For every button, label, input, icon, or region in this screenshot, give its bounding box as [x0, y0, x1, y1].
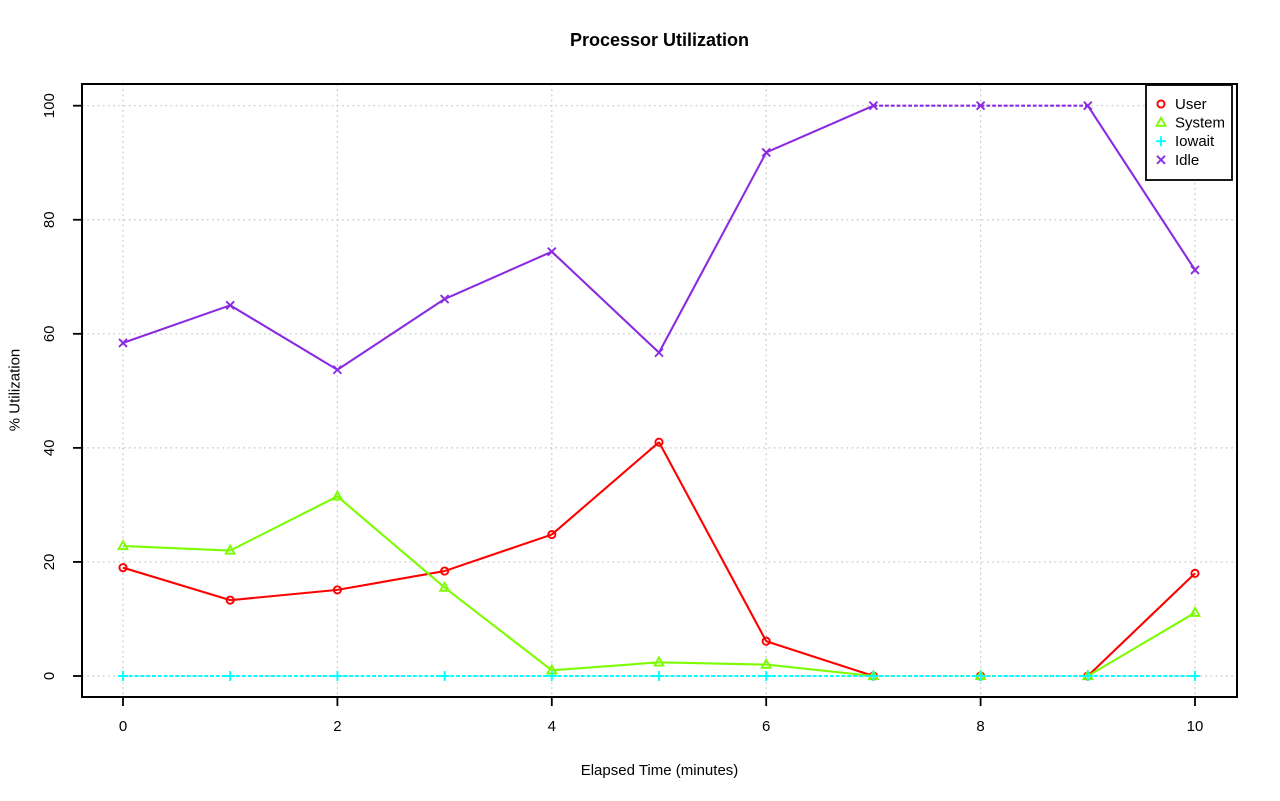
- y-tick-label: 80: [41, 211, 58, 228]
- legend-label-user: User: [1175, 96, 1207, 113]
- y-tick-label: 60: [41, 325, 58, 342]
- x-tick-label: 0: [119, 718, 127, 735]
- axis-ticks: [73, 104, 1196, 706]
- x-tick-label: 10: [1187, 718, 1204, 735]
- series-iowait: [118, 671, 1200, 681]
- x-tick-label: 4: [548, 718, 556, 735]
- plot-border: [81, 83, 1238, 698]
- x-tick-label: 8: [976, 718, 984, 735]
- y-tick-label: 40: [41, 440, 58, 457]
- series-idle: [118, 101, 1200, 375]
- x-tick-label: 6: [762, 718, 770, 735]
- y-tick-label: 100: [41, 93, 58, 118]
- series-user: [118, 437, 1200, 681]
- legend-label-system: System: [1175, 115, 1225, 132]
- legend-label-iowait: Iowait: [1175, 133, 1215, 150]
- chart-title: Processor Utilization: [569, 30, 750, 50]
- y-tick-label: 20: [41, 554, 58, 571]
- legend-label-idle: Idle: [1175, 152, 1199, 169]
- x-axis-label: Elapsed Time (minutes): [580, 762, 739, 779]
- tick-labels: 0 20 40 60 80 100 0 2 4 6 8 10: [41, 93, 1203, 735]
- y-axis-label: % Utilization: [6, 348, 24, 432]
- y-tick-label: 0: [41, 672, 58, 680]
- series-system: [116, 489, 1202, 681]
- gridlines: [82, 84, 1237, 697]
- x-tick-label: 2: [333, 718, 341, 735]
